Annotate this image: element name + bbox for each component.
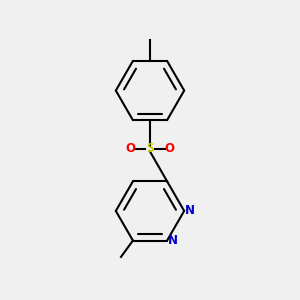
Text: O: O [126, 142, 136, 155]
Text: N: N [184, 204, 194, 218]
Text: N: N [167, 234, 177, 247]
Text: O: O [164, 142, 174, 155]
Text: S: S [146, 142, 154, 155]
